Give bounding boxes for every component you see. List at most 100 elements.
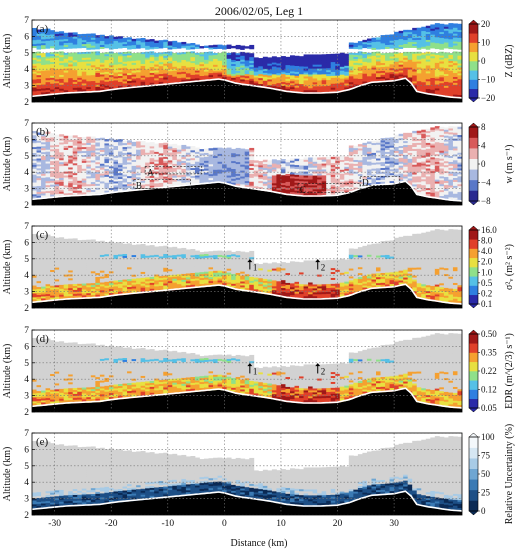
annotation-A: A (147, 167, 154, 177)
y-tick-label: 3 (24, 82, 29, 92)
y-tick-label: 6 (24, 445, 29, 455)
y-tick-label: 6 (24, 135, 29, 145)
y-axis-label: Altitude (km) (2, 34, 13, 89)
colorbar-label: Z (dBZ) (504, 44, 515, 77)
y-axis-label: Altitude (km) (2, 137, 13, 192)
panel-5: 2 3 4 5 6 7 -30 -20 -10 0 10 20 30 (e) Altitude (km) 10… (2, 424, 515, 529)
colorbar-tick-label: 75 (481, 451, 491, 461)
x-tick-label: -10 (161, 519, 174, 529)
colorbar-tick-label: 0 (481, 159, 486, 169)
colorbar-5: 100 75 50 25 0 Relative Uncertainty (%) (468, 424, 515, 525)
colorbar-tick-label: 4 (481, 141, 486, 151)
y-tick-label: 4 (24, 375, 29, 385)
y-tick-label: 2 (24, 304, 29, 314)
y-axis-label: Altitude (km) (2, 240, 13, 295)
colorbar-tick-label: 100 (481, 432, 495, 442)
panel-2: AB C D 2 3 4 5 6 7 (b) Altitude (km) 8 4 0 −4 −8 w (m s⁻… (2, 119, 515, 211)
y-tick-label: 4 (24, 168, 29, 178)
annotation-C: C (300, 185, 306, 195)
colorbar-tick-label: 4.0 (481, 246, 493, 256)
x-tick-label: 0 (222, 519, 227, 529)
y-tick-label: 3 (24, 392, 29, 402)
y-tick-label: 7 (24, 16, 29, 26)
y-tick-label: 6 (24, 342, 29, 352)
y-tick-label: 2 (24, 408, 29, 418)
panel-1: 2 3 4 5 6 7 (a) Altitude (km) 20 10 0 −10 −20 Z (dBZ) (2, 16, 515, 108)
panel-3: 1 2 2 3 4 5 6 7 (c) Altitude (km) 16.08.04.02.01.0… (2, 222, 515, 314)
panel-label: (c) (36, 229, 49, 241)
terrain-1 (32, 79, 462, 102)
gridlines-5 (32, 433, 462, 515)
y-tick-label: 7 (24, 119, 29, 129)
colorbar-tick-label: 8.0 (481, 236, 493, 246)
colorbar-tick-label: 0.50 (481, 329, 497, 339)
panel-5-frame (31, 432, 463, 516)
panel-4-frame (31, 329, 463, 413)
y-tick-label: 6 (24, 238, 29, 248)
annotation-B: B (136, 181, 142, 191)
marker-1: 1 (253, 262, 258, 272)
y-tick-label: 4 (24, 478, 29, 488)
colorbar-tick-label: 0.05 (481, 403, 497, 413)
x-tick-label: 10 (276, 519, 286, 529)
colorbar-tick-label: 20 (481, 19, 491, 29)
colorbar-label: EDR (m^(2/3) s⁻¹) (504, 333, 515, 409)
colorbar-tick-label: 0.1 (481, 299, 492, 309)
colorbar-tick-label: 2.0 (481, 257, 493, 267)
colorbar-label: Relative Uncertainty (%) (504, 424, 515, 525)
colorbar-tick-label: 8 (481, 122, 486, 132)
colorbar-tick-label: −4 (481, 178, 491, 188)
y-tick-label: 3 (24, 288, 29, 298)
y-tick-label: 4 (24, 65, 29, 75)
colorbar-label: w (m s⁻¹) (504, 145, 515, 184)
y-tick-label: 6 (24, 32, 29, 42)
y-tick-label: 2 (24, 511, 29, 521)
colorbar-tick-label: 1.0 (481, 267, 493, 277)
panel-1-frame (31, 19, 463, 103)
y-tick-label: 5 (24, 152, 29, 162)
y-tick-label: 5 (24, 359, 29, 369)
y-tick-label: 4 (24, 271, 29, 281)
y-tick-label: 5 (24, 462, 29, 472)
panel-3-field (32, 226, 462, 308)
y-tick-label: 2 (24, 98, 29, 108)
colorbar-tick-label: −10 (481, 75, 496, 85)
gridlines-1 (32, 20, 462, 102)
colorbar-tick-label: −8 (481, 196, 491, 206)
marker-1: 1 (253, 366, 258, 376)
x-tick-label: -20 (105, 519, 118, 529)
colorbar-tick-label: 10 (481, 38, 491, 48)
terrain-2 (32, 182, 462, 205)
panel-2-frame (31, 122, 463, 206)
gridlines-4 (32, 330, 462, 412)
colorbar-tick-label: 50 (481, 469, 491, 479)
y-tick-label: 2 (24, 201, 29, 211)
panel-label: (b) (36, 126, 49, 138)
panel-1-field (32, 20, 462, 102)
terrain-3 (32, 285, 462, 308)
terrain-4 (32, 389, 462, 412)
colorbar-tick-label: 0.35 (481, 348, 497, 358)
colorbar-tick-label: 0 (481, 506, 486, 516)
y-tick-label: 5 (24, 255, 29, 265)
panel-label: (a) (36, 23, 49, 35)
panel-label: (d) (36, 333, 49, 345)
y-tick-label: 7 (24, 222, 29, 232)
colorbar-tick-label: 25 (481, 488, 491, 498)
y-tick-label: 3 (24, 495, 29, 505)
gridlines-3 (32, 226, 462, 308)
y-axis-label: Altitude (km) (2, 447, 13, 502)
colorbar-tick-label: 0.5 (481, 278, 493, 288)
y-tick-label: 5 (24, 49, 29, 59)
x-axis-label: Distance (km) (231, 538, 288, 549)
marker-2: 2 (321, 262, 326, 272)
colorbar-3: 16.08.04.02.01.00.50.20.1 σ²ᵥ (m² s⁻²) (468, 225, 515, 309)
terrain-5 (32, 492, 462, 515)
y-tick-label: 7 (24, 326, 29, 336)
colorbar-label: σ²ᵥ (m² s⁻²) (504, 244, 515, 290)
x-tick-label: 30 (389, 519, 399, 529)
y-tick-label: 3 (24, 185, 29, 195)
x-tick-label: -30 (48, 519, 61, 529)
annotation-D: D (362, 177, 369, 187)
panel-2-field (32, 123, 462, 205)
